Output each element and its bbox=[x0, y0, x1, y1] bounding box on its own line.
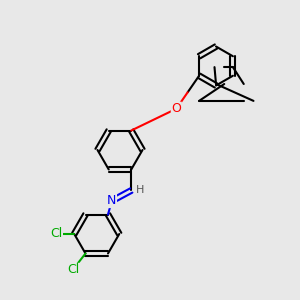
Text: Cl: Cl bbox=[68, 263, 80, 277]
Text: Cl: Cl bbox=[50, 227, 62, 241]
Text: H: H bbox=[136, 185, 144, 196]
Text: O: O bbox=[171, 102, 181, 115]
Text: N: N bbox=[107, 194, 116, 208]
